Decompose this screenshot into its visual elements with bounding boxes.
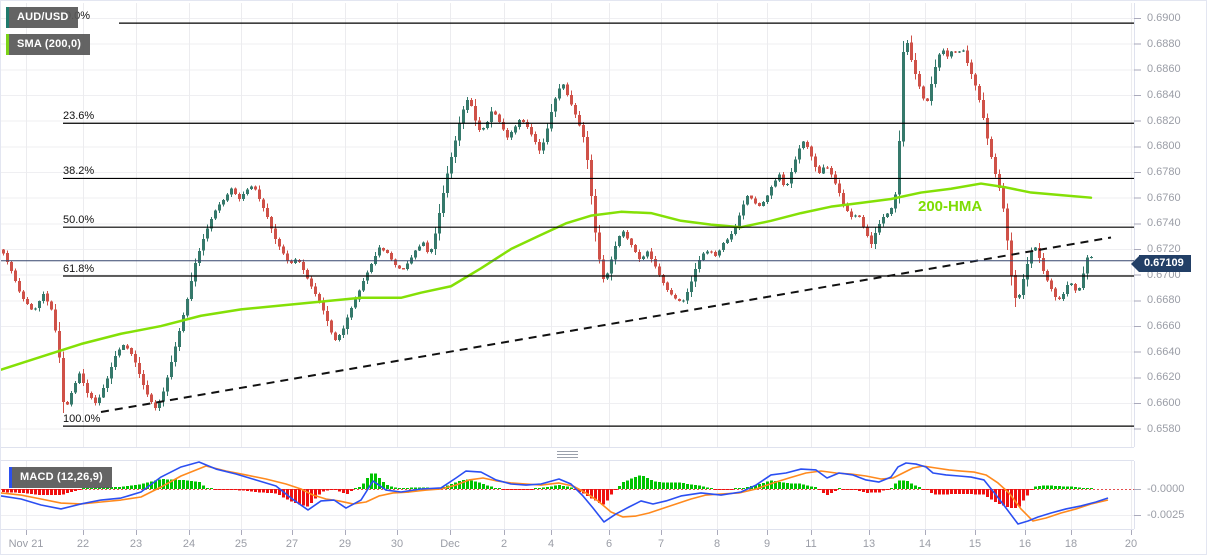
macd-label: MACD (12,26,9) [20, 471, 103, 483]
last-price-value: 0.67109 [1139, 255, 1191, 272]
macd-signal-line [1, 465, 1109, 522]
time-tick-label: 29 [338, 538, 352, 550]
macd-histogram [2, 473, 1093, 509]
time-tick-label: 18 [1064, 538, 1078, 550]
price-tick-label: 0.6820 [1147, 114, 1181, 127]
time-tick-label: 4 [547, 538, 555, 550]
time-tick-label: 16 [1018, 538, 1032, 550]
symbol-badge[interactable]: AUD/USD [6, 7, 78, 28]
sma-line [1, 182, 1093, 371]
last-price-badge: 0.67109 [1131, 255, 1191, 272]
price-tick-label: 0.6720 [1147, 243, 1181, 256]
price-tick-label: 0.6880 [1147, 37, 1181, 50]
macd-line [1, 461, 1109, 525]
panel-resize-handle[interactable] [557, 451, 578, 459]
price-tick-label: 0.6760 [1147, 191, 1181, 204]
symbol-label: AUD/USD [17, 11, 69, 23]
price-tick-label: 0.6620 [1147, 371, 1181, 384]
time-tick-label: 8 [713, 538, 721, 550]
hma-annotation: 200-HMA [918, 198, 983, 215]
price-tick-label: 0.6800 [1147, 140, 1181, 153]
time-tick-label: Nov 21 [8, 538, 44, 550]
price-tick-label: 0.6840 [1147, 89, 1181, 101]
price-tick-label: 0.6680 [1147, 294, 1181, 307]
candlestick-series [2, 35, 1093, 413]
time-tick-label: 13 [862, 538, 876, 550]
time-tick-label: 7 [657, 538, 665, 550]
time-tick-label: Dec [440, 538, 460, 550]
time-tick-label: 27 [285, 538, 299, 550]
time-tick-label: 15 [968, 538, 982, 550]
time-tick-label: 30 [390, 538, 404, 550]
time-tick-label: 11 [805, 538, 817, 550]
price-tick-label: 0.6860 [1147, 63, 1181, 76]
time-tick-label: 9 [763, 538, 771, 550]
price-badge-pointer-icon [1131, 255, 1139, 272]
price-tick-label: 0.6580 [1147, 422, 1181, 435]
price-tick-label: 0.6740 [1147, 217, 1181, 230]
time-tick-label: 2 [500, 538, 508, 550]
sma-label: SMA (200,0) [17, 38, 82, 50]
time-tick-label: 25 [234, 538, 248, 550]
price-tick-label: 0.6660 [1147, 320, 1181, 333]
price-tick-label: 0.6640 [1147, 345, 1181, 358]
macd-indicator-badge[interactable]: MACD (12,26,9) [9, 467, 112, 488]
time-tick-label: 14 [918, 538, 932, 550]
trendline [100, 236, 1112, 414]
time-tick-label: 22 [76, 538, 90, 550]
time-tick-label: 20 [1124, 538, 1138, 550]
time-tick-label: 23 [129, 538, 143, 550]
time-tick-label: 6 [605, 538, 613, 550]
macd-panel [1, 461, 1134, 525]
price-tick-label: 0.6780 [1147, 166, 1181, 179]
sma-indicator-badge[interactable]: SMA (200,0) [6, 34, 91, 55]
time-tick-label: 24 [182, 538, 196, 550]
price-tick-label: 0.6600 [1147, 397, 1181, 410]
price-tick-label: 0.6900 [1147, 12, 1181, 24]
